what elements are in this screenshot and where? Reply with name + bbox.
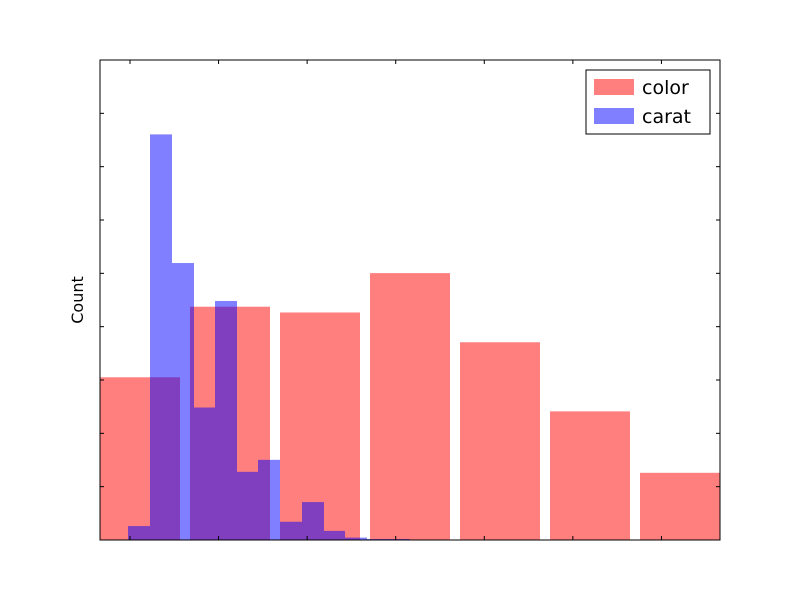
legend-label-color: color <box>642 77 689 99</box>
ticks-layer <box>100 60 720 540</box>
legend-swatch-carat <box>594 108 634 124</box>
color-bar-4 <box>460 342 540 540</box>
color-bar-5 <box>550 411 630 540</box>
carat-bar-9 <box>324 530 345 540</box>
carat-bar-5 <box>237 471 258 540</box>
carat-bar-4 <box>215 300 237 540</box>
legend-label-carat: carat <box>642 106 691 128</box>
carat-bar-7 <box>280 521 302 540</box>
color-bar-3 <box>370 273 450 540</box>
carat-bar-3 <box>194 407 215 540</box>
plot-frame <box>99 59 721 541</box>
carat-bar-0 <box>128 526 150 540</box>
legend: color carat <box>585 69 711 135</box>
color-bar-6 <box>640 472 720 540</box>
carat-bar-2 <box>172 263 194 540</box>
bars-layer <box>100 134 720 540</box>
y-axis-label: Count <box>68 276 87 324</box>
legend-swatch-color <box>594 79 634 95</box>
carat-bar-6 <box>258 459 280 540</box>
carat-bar-8 <box>302 502 324 540</box>
carat-bar-1 <box>150 134 172 540</box>
carat-bar-10 <box>345 537 367 540</box>
